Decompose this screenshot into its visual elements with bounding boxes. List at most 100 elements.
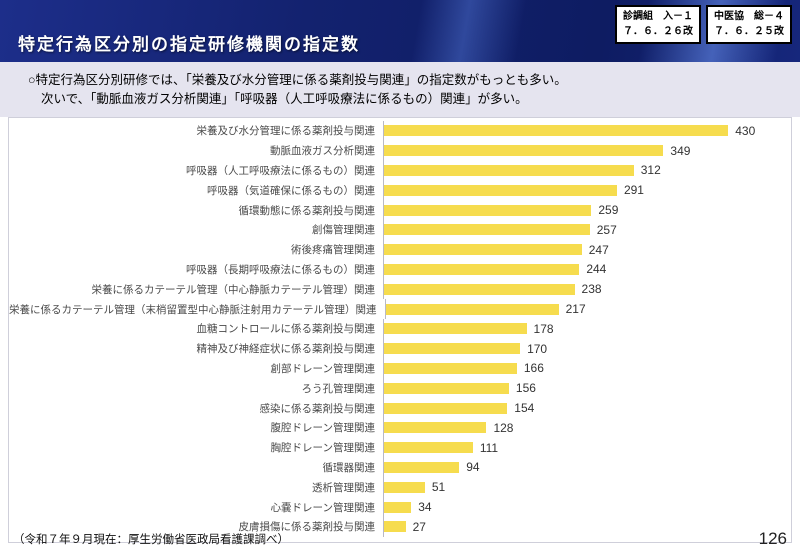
category-label: 皮膚損傷に係る薬剤投与関連 [238,521,376,534]
value-label: 247 [588,242,609,257]
summary-band: ○特定行為区分別研修では、「栄養及び水分管理に係る薬剤投与関連」の指定数がもっと… [0,62,800,117]
category-label: 血糖コントロールに係る薬剤投与関連 [196,323,376,336]
bar [384,481,425,493]
bar [384,362,517,374]
value-label: 166 [523,361,544,376]
value-label: 51 [431,480,446,495]
chart-row: 循環器関連 94 [9,457,789,478]
bar-track: 430 [383,121,789,141]
chart-rows: 栄養及び水分管理に係る薬剤投与関連 430 動脈血液ガス分析関連 349 呼吸器（人工呼… [9,121,789,537]
bar-track: 170 [383,338,789,359]
bar-track: 128 [383,417,789,438]
category-label: 循環動態に係る薬剤投与関連 [238,204,376,217]
chart-row: 栄養及び水分管理に係る薬剤投与関連 430 [9,121,789,141]
value-label: 259 [598,203,619,218]
bar-track: 178 [383,318,789,339]
bar-track: 247 [383,239,789,260]
bar [384,442,473,454]
bar-track: 291 [383,180,789,201]
bar [384,125,729,137]
value-label: 156 [515,381,536,396]
bar-track: 259 [383,200,789,220]
chart-row: 血糖コントロールに係る薬剤投与関連 178 [9,318,789,339]
chart-row: 透析管理関連 51 [9,477,789,498]
category-label: 心嚢ドレーン管理関連 [270,501,375,514]
chart-row: 胸腔ドレーン管理関連 111 [9,437,789,458]
chart-row: 術後疼痛管理関連 247 [9,239,789,260]
bar [384,145,664,157]
chart-row: 呼吸器（人工呼吸療法に係るもの）関連 312 [9,160,789,181]
stamp-line1: 中医協 総－４ [714,11,784,22]
bar-track: 94 [383,457,789,478]
bar [384,244,582,256]
value-label: 430 [735,123,756,138]
bar [384,422,487,434]
chart-row: ろう孔管理関連 156 [9,378,789,399]
value-label: 238 [581,282,602,297]
category-label: 胸腔ドレーン管理関連 [270,442,375,455]
page-title: 特定行為区分別の指定研修機関の指定数 [18,35,360,54]
stamp-line2: ７．６．２５改 [714,26,784,37]
bar-track: 244 [383,259,789,280]
value-label: 349 [670,143,691,158]
bar-track: 27 [383,516,789,537]
chart-row: 心嚢ドレーン管理関連 34 [9,497,789,517]
value-label: 34 [418,500,432,515]
bar [384,283,575,295]
value-label: 154 [514,401,535,416]
bar-track: 349 [383,140,789,161]
chart-row: 栄養に係るカテーテル管理（中心静脈カテーテル管理）関連 238 [9,279,789,300]
value-label: 178 [533,321,554,336]
value-label: 128 [493,420,514,435]
bar [384,402,508,414]
category-label: 動脈血液ガス分析関連 [270,145,375,158]
chart-row: 腹腔ドレーン管理関連 128 [9,417,789,438]
summary-line-1: ○特定行為区分別研修では、「栄養及び水分管理に係る薬剤投与関連」の指定数がもっと… [28,73,567,87]
category-label: 循環器関連 [322,461,376,474]
category-label: 呼吸器（人工呼吸療法に係るもの）関連 [186,164,375,177]
bar [384,164,634,176]
category-label: ろう孔管理関連 [301,382,376,395]
value-label: 257 [596,222,617,237]
category-label: 創部ドレーン管理関連 [270,362,375,375]
value-label: 94 [466,460,480,475]
stamp-shinchougumi: 診調組 入－１ ７．６．２６改 [615,5,701,44]
chart-row: 循環動態に係る薬剤投与関連 259 [9,200,789,220]
stamp-chuuikyou: 中医協 総－４ ７．６．２５改 [706,5,792,44]
source-note: （令和７年９月現在：厚生労働省医政局看護課調べ） [13,534,289,546]
category-label: 呼吸器（長期呼吸療法に係るもの）関連 [186,263,375,276]
bar-track: 217 [384,299,790,319]
bar [384,521,406,533]
chart-row: 栄養に係るカテーテル管理（末梢留置型中心静脈注射用カテーテル管理）関連 217 [9,299,789,319]
bar-track: 166 [383,358,789,379]
value-label: 111 [479,440,499,455]
category-label: 呼吸器（気道確保に係るもの）関連 [207,184,375,197]
bar-track: 312 [383,160,789,181]
category-label: 精神及び神経症状に係る薬剤投与関連 [196,343,376,356]
bar-track: 51 [383,477,789,498]
document-stamps: 診調組 入－１ ７．６．２６改 中医協 総－４ ７．６．２５改 [615,5,792,44]
bar [384,323,527,335]
value-label: 244 [586,262,607,277]
bar-track: 34 [383,497,789,517]
category-label: 栄養及び水分管理に係る薬剤投与関連 [196,125,376,138]
bar-track: 257 [383,219,789,240]
bar-track: 238 [383,279,789,300]
bar [384,461,460,473]
bar-track: 156 [383,378,789,399]
value-label: 291 [623,183,644,198]
bar-track: 154 [383,398,789,418]
chart-row: 皮膚損傷に係る薬剤投与関連 27 [9,516,789,537]
category-label: 腹腔ドレーン管理関連 [270,422,375,435]
bar [384,501,412,513]
chart-row: 精神及び神経症状に係る薬剤投与関連 170 [9,338,789,359]
header-banner: 特定行為区分別の指定研修機関の指定数 診調組 入－１ ７．６．２６改 中医協 総… [0,0,800,62]
chart-row: 呼吸器（気道確保に係るもの）関連 291 [9,180,789,201]
chart-row: 創部ドレーン管理関連 166 [9,358,789,379]
chart-row: 創傷管理関連 257 [9,219,789,240]
category-label: 創傷管理関連 [312,224,375,237]
value-label: 27 [412,519,426,534]
bar [385,303,559,315]
chart-panel: 栄養及び水分管理に係る薬剤投与関連 430 動脈血液ガス分析関連 349 呼吸器（人工呼… [8,117,792,543]
category-label: 術後疼痛管理関連 [291,244,375,257]
